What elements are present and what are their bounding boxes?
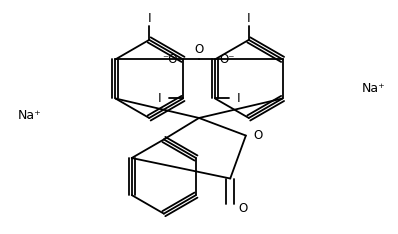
Text: ⁻O: ⁻O	[163, 53, 178, 66]
Text: I: I	[247, 12, 251, 25]
Text: I: I	[236, 92, 240, 105]
Text: I: I	[158, 92, 162, 105]
Text: O: O	[194, 43, 204, 56]
Text: O⁻: O⁻	[220, 53, 235, 66]
Text: Na⁺: Na⁺	[362, 82, 386, 95]
Text: Na⁺: Na⁺	[17, 109, 41, 121]
Text: O: O	[254, 129, 263, 142]
Text: O: O	[238, 202, 247, 215]
Text: I: I	[147, 12, 151, 25]
